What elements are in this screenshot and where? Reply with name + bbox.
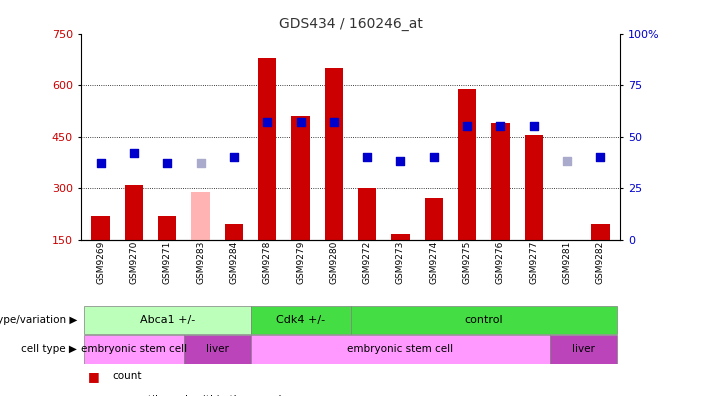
Bar	[458, 89, 476, 240]
Point	[162, 160, 173, 167]
Text: ■: ■	[88, 394, 100, 396]
Text: percentile rank within the sample: percentile rank within the sample	[112, 395, 288, 396]
Text: embryonic stem cell: embryonic stem cell	[348, 345, 454, 354]
Bar	[125, 185, 143, 240]
Point	[328, 119, 339, 126]
Bar	[91, 215, 110, 240]
Bar	[325, 68, 343, 240]
Bar	[358, 188, 376, 240]
Point	[428, 154, 440, 160]
Point	[195, 160, 206, 167]
Bar	[191, 192, 210, 240]
Bar	[184, 335, 250, 364]
Bar	[391, 234, 409, 240]
Bar	[258, 58, 276, 240]
Bar	[350, 306, 617, 334]
Bar	[550, 335, 617, 364]
Bar	[225, 224, 243, 240]
Text: ■: ■	[88, 370, 100, 383]
Text: Abca1 +/-: Abca1 +/-	[139, 315, 195, 325]
Point	[261, 119, 273, 126]
Text: liver: liver	[572, 345, 595, 354]
Text: liver: liver	[206, 345, 229, 354]
Bar	[491, 123, 510, 240]
Text: Cdk4 +/-: Cdk4 +/-	[276, 315, 325, 325]
Bar	[524, 135, 543, 240]
Title: GDS434 / 160246_at: GDS434 / 160246_at	[278, 17, 423, 31]
Point	[95, 160, 107, 167]
Bar	[84, 335, 184, 364]
Bar	[425, 198, 443, 240]
Text: control: control	[465, 315, 503, 325]
Bar	[292, 116, 310, 240]
Point	[295, 119, 306, 126]
Point	[229, 154, 240, 160]
Point	[362, 154, 373, 160]
Text: count: count	[112, 371, 142, 381]
Point	[395, 158, 406, 164]
Text: cell type ▶: cell type ▶	[21, 345, 77, 354]
Bar	[158, 215, 177, 240]
Bar	[591, 224, 610, 240]
Point	[562, 158, 573, 164]
Bar	[250, 335, 550, 364]
Text: genotype/variation ▶: genotype/variation ▶	[0, 315, 77, 325]
Point	[594, 154, 606, 160]
Point	[128, 150, 139, 156]
Bar	[250, 306, 350, 334]
Point	[461, 123, 472, 129]
Point	[495, 123, 506, 129]
Text: embryonic stem cell: embryonic stem cell	[81, 345, 187, 354]
Bar	[84, 306, 250, 334]
Point	[528, 123, 539, 129]
